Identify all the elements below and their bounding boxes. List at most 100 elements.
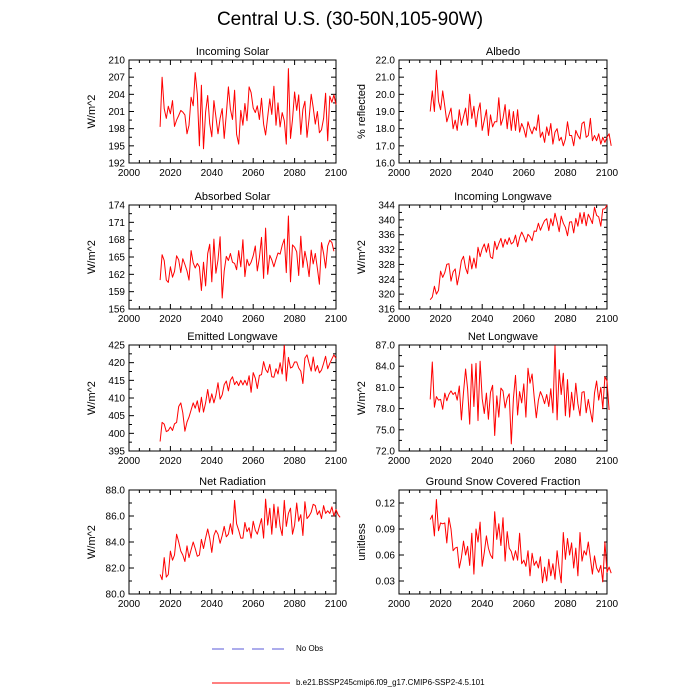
panel-title: Absorbed Solar [195,191,271,203]
y-tick-label: 192 [108,159,125,170]
y-tick-label: 21.0 [376,73,396,84]
legend-obs-swatch [212,648,290,650]
y-tick-label: 159 [108,287,125,298]
y-tick-label: 0.03 [376,577,396,588]
figure-title: Central U.S. (30-50N,105-90W) [216,9,484,30]
series-line [429,204,608,301]
y-tick-label: 395 [108,447,125,458]
x-tick-label: 2080 [554,314,577,325]
y-tick-label: 207 [108,73,125,84]
x-tick-label: 2060 [513,599,536,610]
legend-model-label: b.e21.BSSP245cmip6.f09_g17.CMIP6-SSP2-4.… [296,678,485,687]
y-tick-label: 324 [378,275,395,286]
x-tick-label: 2000 [388,314,411,325]
x-tick-label: 2060 [513,314,536,325]
y-tick-label: 16.0 [376,159,396,170]
x-tick-label: 2100 [596,456,619,467]
y-tick-label: 425 [108,341,125,352]
y-tick-label: 84.0 [106,538,126,549]
legend-obs: No Obs [0,642,700,656]
x-tick-label: 2100 [325,168,348,179]
y-tick-label: 80.0 [106,590,126,601]
x-tick-label: 2020 [429,168,452,179]
series-line [429,345,610,445]
y-tick-label: 400 [108,429,125,440]
panel-title: Incoming Longwave [454,191,552,203]
x-tick-label: 2000 [118,456,141,467]
y-tick-label: 405 [108,411,125,422]
y-tick-label: 17.0 [376,141,396,152]
y-tick-label: 420 [108,358,125,369]
y-tick-label: 75.0 [376,425,396,436]
y-tick-label: 171 [108,218,125,229]
panel-title: Emitted Longwave [187,331,278,343]
y-tick-label: 156 [108,305,125,316]
x-tick-label: 2080 [283,314,306,325]
y-tick-label: 201 [108,107,125,118]
chart-panel-7: Net Radiation W/m^2 2000 2020 2040 2060 2080 21… [86,476,348,610]
y-tick-label: 415 [108,376,125,387]
x-tick-label: 2080 [283,168,306,179]
x-tick-label: 2000 [118,314,141,325]
chart-panel-3: Absorbed Solar W/m^2 2000 2020 2040 2060 2080 2… [86,191,348,325]
x-tick-label: 2020 [429,599,452,610]
series-line [429,69,612,147]
y-tick-label: 198 [108,124,125,135]
legend-model-swatch [212,682,290,684]
x-tick-label: 2100 [596,314,619,325]
panel-title: Net Radiation [199,476,266,488]
y-tick-label: 82.0 [106,564,126,575]
series-line [159,68,337,150]
legend-obs-label: No Obs [296,644,324,653]
x-tick-label: 2060 [242,168,265,179]
x-tick-label: 2080 [554,168,577,179]
x-tick-label: 2040 [201,456,224,467]
chart-panel-6: Net Longwave W/m^2 2000 2020 2040 2060 2080 210… [356,331,619,467]
x-tick-label: 2060 [242,314,265,325]
chart-panel-5: Emitted Longwave W/m^2 2000 2020 2040 2060 208… [86,331,348,467]
y-tick-label: 20.0 [376,90,396,101]
x-tick-label: 2020 [159,314,182,325]
y-tick-label: 316 [378,305,395,316]
x-tick-label: 2000 [388,456,411,467]
x-tick-label: 2100 [325,456,348,467]
y-tick-label: 204 [108,90,125,101]
panel-title: Net Longwave [468,331,538,343]
y-axis-label: W/m^2 [86,95,98,129]
y-tick-label: 87.0 [376,341,396,352]
plot-frame [398,489,608,595]
y-axis-label: W/m^2 [86,525,98,559]
legend-model: b.e21.BSSP245cmip6.f09_g17.CMIP6-SSP2-4.… [0,676,700,690]
y-tick-label: 81.0 [376,383,396,394]
panel-title: Ground Snow Covered Fraction [426,476,581,488]
x-tick-label: 2020 [159,168,182,179]
y-tick-label: 320 [378,290,395,301]
panel-title: Albedo [486,46,520,58]
y-tick-label: 168 [108,235,125,246]
x-tick-label: 2100 [325,599,348,610]
y-tick-label: 328 [378,260,395,271]
y-tick-label: 19.0 [376,107,396,118]
y-tick-label: 195 [108,141,125,152]
y-tick-label: 0.12 [376,499,396,510]
series-line [159,344,337,442]
x-tick-label: 2000 [118,599,141,610]
y-tick-label: 88.0 [106,486,126,497]
y-axis-label: unitless [356,523,368,561]
x-tick-label: 2060 [513,168,536,179]
y-tick-label: 162 [108,270,125,281]
x-tick-label: 2040 [471,599,494,610]
y-tick-label: 210 [108,56,125,67]
x-tick-label: 2100 [596,599,619,610]
chart-panel-1: Incoming Solar W/m^2 2000 2020 2040 2060 2080 2… [86,46,348,179]
x-tick-label: 2020 [429,314,452,325]
x-tick-label: 2040 [471,168,494,179]
x-tick-label: 2040 [201,599,224,610]
x-tick-label: 2060 [242,599,265,610]
x-tick-label: 2100 [325,314,348,325]
chart-panel-2: Albedo % reflected 2000 2020 2040 2060 2080 210… [356,46,619,179]
x-tick-label: 2020 [429,456,452,467]
series-line [159,498,341,581]
y-tick-label: 78.0 [376,404,396,415]
y-tick-label: 84.0 [376,362,396,373]
